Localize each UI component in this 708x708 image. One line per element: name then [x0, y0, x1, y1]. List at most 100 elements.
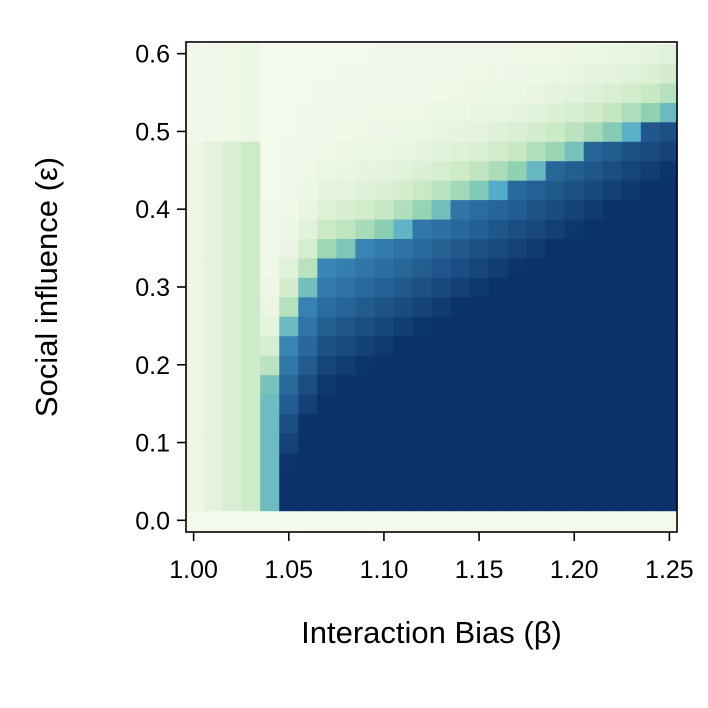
heatmap-cell-r15-c16: [488, 218, 509, 239]
heatmap-cell-r7-c21: [583, 374, 604, 395]
heatmap-cell-r1-c13: [431, 491, 452, 512]
heatmap-cell-r20-c10: [374, 121, 395, 142]
heatmap-cell-r24-c18: [526, 43, 547, 64]
heatmap-cell-r21-c25: [659, 102, 678, 123]
heatmap-cell-r10-c11: [393, 316, 414, 337]
y-tick-label: 0.1: [135, 430, 170, 458]
heatmap-cell-r24-c24: [640, 43, 661, 64]
heatmap-cell-r14-c4: [260, 238, 280, 259]
heatmap-cell-r23-c19: [545, 63, 566, 84]
heatmap-cell-r1-c1: [203, 491, 223, 512]
heatmap-cell-r8-c7: [317, 355, 337, 376]
heatmap-cell-r6-c25: [659, 393, 678, 414]
heatmap-cell-r9-c4: [260, 335, 280, 356]
heatmap-cell-r16-c8: [336, 199, 356, 220]
heatmap-cell-r18-c18: [526, 160, 547, 181]
heatmap-cell-r22-c1: [203, 82, 223, 103]
heatmap-cell-r23-c18: [526, 63, 547, 84]
heatmap-cell-r16-c4: [260, 199, 280, 220]
heatmap-cell-r5-c19: [545, 413, 566, 434]
heatmap-cell-r24-c21: [583, 43, 604, 64]
heatmap-cell-r14-c15: [469, 238, 490, 259]
heatmap-cell-r3-c23: [621, 452, 642, 473]
heatmap-cell-r19-c0: [186, 141, 204, 162]
heatmap-cell-r3-c13: [431, 452, 452, 473]
heatmap-cell-r10-c15: [469, 316, 490, 337]
heatmap-cell-r7-c7: [317, 374, 337, 395]
heatmap-cell-r22-c19: [545, 82, 566, 103]
heatmap-cell-r17-c15: [469, 180, 490, 201]
heatmap-cell-r4-c0: [186, 432, 204, 453]
x-axis-label: Interaction Bias (β): [301, 615, 562, 650]
heatmap-cell-r24-c1: [203, 43, 223, 64]
heatmap-cell-r2-c9: [355, 471, 376, 492]
heatmap-cell-r20-c16: [488, 121, 509, 142]
heatmap-cell-r3-c8: [336, 452, 356, 473]
heatmap-cell-r0-c2: [222, 510, 242, 531]
y-tick-label: 0.6: [135, 41, 170, 69]
heatmap-cell-r23-c24: [640, 63, 661, 84]
heatmap-cell-r22-c8: [336, 82, 356, 103]
heatmap-cell-r1-c9: [355, 491, 376, 512]
heatmap-cell-r2-c16: [488, 471, 509, 492]
heatmap-cell-r12-c16: [488, 277, 509, 298]
heatmap-cell-r17-c14: [450, 180, 471, 201]
heatmap-cell-r24-c17: [507, 43, 528, 64]
heatmap-cell-r5-c22: [602, 413, 623, 434]
heatmap-cell-r17-c0: [186, 180, 204, 201]
heatmap-cell-r13-c14: [450, 257, 471, 278]
heatmap-cell-r1-c23: [621, 491, 642, 512]
heatmap-cell-r14-c11: [393, 238, 414, 259]
heatmap-cell-r14-c7: [317, 238, 337, 259]
heatmap-cell-r21-c22: [602, 102, 623, 123]
heatmap-cell-r18-c6: [298, 160, 318, 181]
heatmap-cell-r21-c19: [545, 102, 566, 123]
heatmap-cell-r11-c6: [298, 296, 318, 317]
heatmap-cell-r11-c25: [659, 296, 678, 317]
heatmap-cell-r16-c14: [450, 199, 471, 220]
heatmap-cell-r18-c21: [583, 160, 604, 181]
heatmap-cell-r16-c17: [507, 199, 528, 220]
heatmap-cell-r22-c6: [298, 82, 318, 103]
heatmap-cell-r1-c8: [336, 491, 356, 512]
heatmap-cell-r0-c11: [393, 510, 414, 531]
heatmap-cell-r5-c6: [298, 413, 318, 434]
heatmap-cell-r13-c25: [659, 257, 678, 278]
heatmap-cell-r18-c22: [602, 160, 623, 181]
heatmap-cell-r1-c25: [659, 491, 678, 512]
heatmap-cell-r5-c13: [431, 413, 452, 434]
heatmap-cell-r13-c21: [583, 257, 604, 278]
heatmap-cell-r13-c2: [222, 257, 242, 278]
heatmap-cell-r11-c21: [583, 296, 604, 317]
heatmap-cell-r18-c10: [374, 160, 395, 181]
heatmap-cell-r1-c0: [186, 491, 204, 512]
heatmap-cell-r0-c22: [602, 510, 623, 531]
heatmap-cell-r20-c7: [317, 121, 337, 142]
heatmap-cell-r22-c24: [640, 82, 661, 103]
heatmap-cell-r19-c15: [469, 141, 490, 162]
heatmap-cell-r11-c18: [526, 296, 547, 317]
heatmap-cell-r15-c0: [186, 218, 204, 239]
heatmap-cell-r1-c17: [507, 491, 528, 512]
heatmap-cell-r20-c5: [279, 121, 299, 142]
heatmap-cell-r21-c12: [412, 102, 433, 123]
heatmap-cell-r18-c20: [564, 160, 585, 181]
heatmap-cell-r1-c20: [564, 491, 585, 512]
heatmap-cell-r20-c18: [526, 121, 547, 142]
heatmap-cell-r4-c25: [659, 432, 678, 453]
heatmap-cell-r24-c20: [564, 43, 585, 64]
heatmap-cell-r23-c13: [431, 63, 452, 84]
heatmap-cell-r9-c16: [488, 335, 509, 356]
heatmap-cell-r11-c9: [355, 296, 376, 317]
heatmap-cell-r24-c12: [412, 43, 433, 64]
heatmap-cell-r10-c17: [507, 316, 528, 337]
heatmap-cell-r3-c24: [640, 452, 661, 473]
heatmap-cell-r14-c16: [488, 238, 509, 259]
heatmap-cell-r3-c1: [203, 452, 223, 473]
y-axis: 0.0 0.1 0.2 0.3 0.4 0.5 0.6: [135, 41, 186, 535]
heatmap-cell-r0-c17: [507, 510, 528, 531]
heatmap-cell-r19-c8: [336, 141, 356, 162]
heatmap-cell-r1-c12: [412, 491, 433, 512]
heatmap-cell-r17-c21: [583, 180, 604, 201]
heatmap-cell-r16-c21: [583, 199, 604, 220]
